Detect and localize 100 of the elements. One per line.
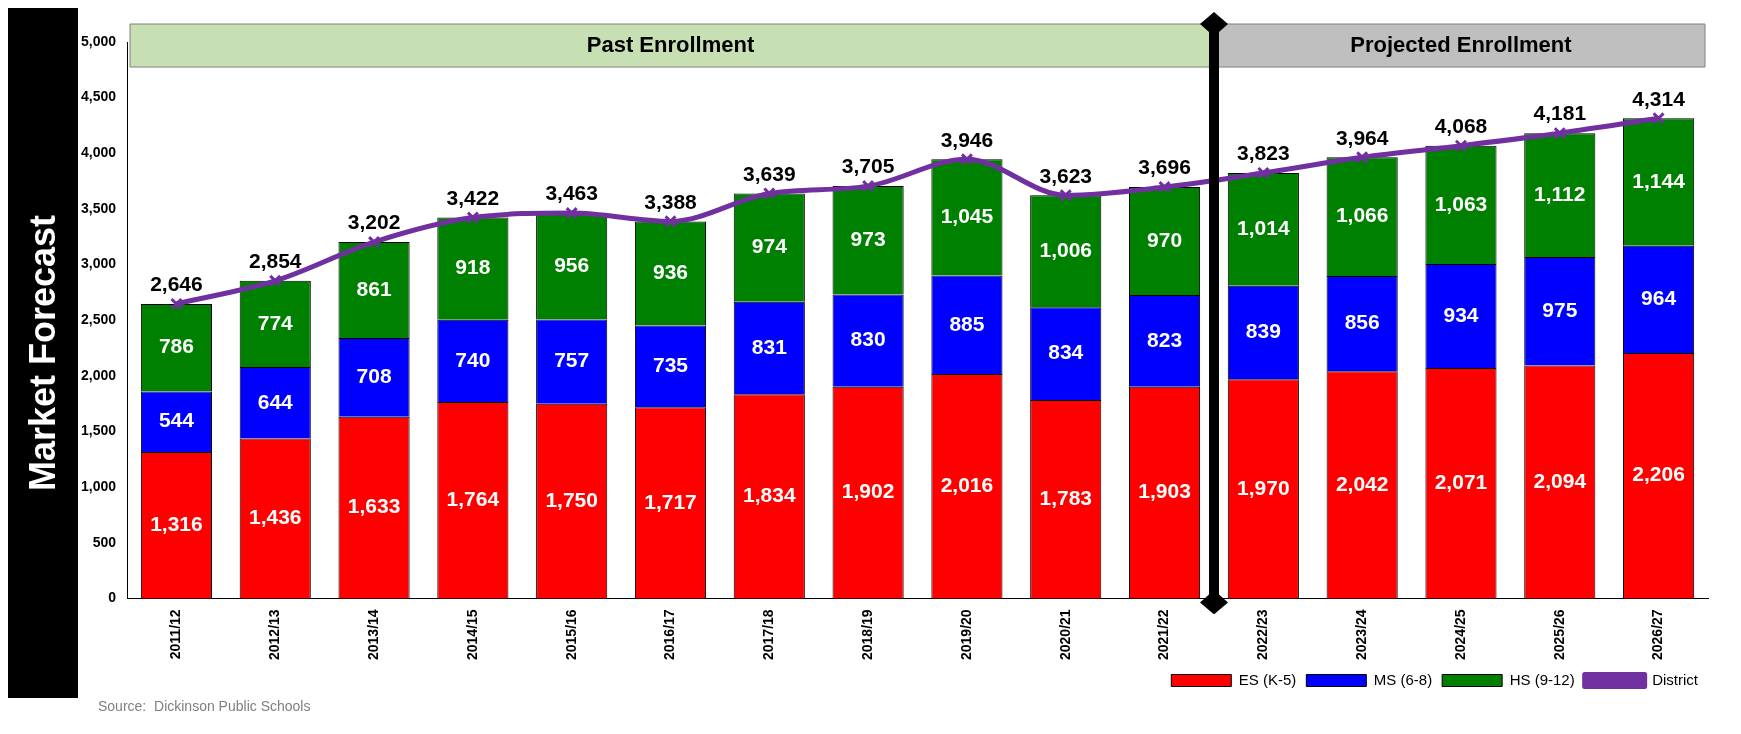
data-label: 1,633 — [347, 494, 401, 518]
data-label: 3,639 — [743, 161, 796, 185]
x-tick-label: 2023/24 — [1353, 609, 1370, 660]
point — [1256, 166, 1270, 180]
point — [1553, 126, 1567, 140]
point — [762, 187, 776, 200]
data-label: 1,834 — [743, 483, 796, 507]
point — [367, 235, 381, 249]
y-tick-label: 3,000 — [80, 255, 117, 272]
point — [1454, 139, 1468, 153]
x-tick-label: 2024/25 — [1451, 609, 1468, 660]
x-tick-label: 2013/14 — [364, 609, 381, 660]
legend-label: District — [1652, 670, 1699, 688]
data-label: 2,016 — [940, 473, 994, 497]
y-tick-label: 1,500 — [80, 422, 117, 439]
data-label: 3,463 — [545, 181, 598, 205]
data-label: 1,783 — [1039, 485, 1093, 509]
data-label: 831 — [751, 334, 788, 358]
y-tick-label: 3,500 — [80, 199, 117, 216]
data-label: 2,206 — [1632, 462, 1685, 486]
point — [1652, 111, 1666, 125]
y-tick-label: 0 — [108, 589, 117, 606]
data-label: 830 — [850, 327, 886, 351]
data-label: 885 — [949, 311, 985, 335]
legend-label: ES (K-5) — [1238, 670, 1297, 688]
data-label: 1,316 — [150, 511, 203, 535]
y-tick-label: 2,000 — [80, 366, 117, 383]
data-label: 3,422 — [446, 185, 500, 209]
data-label: 1,750 — [545, 487, 598, 511]
legend-label: HS (9-12) — [1509, 670, 1575, 688]
y-tick-label: 500 — [92, 533, 117, 550]
y-axis-title: Market Forecast — [22, 214, 64, 492]
x-tick-label: 2018/19 — [858, 609, 875, 660]
data-label: 4,068 — [1434, 114, 1488, 138]
data-label: 1,063 — [1434, 191, 1488, 215]
data-label: 544 — [158, 408, 195, 432]
x-tick-label: 2019/20 — [957, 609, 974, 660]
x-tick-label: 2011/12 — [167, 609, 184, 660]
data-label: 786 — [158, 334, 194, 358]
point — [169, 297, 183, 311]
data-label: 2,854 — [248, 249, 302, 273]
y-tick-label: 2,500 — [80, 311, 117, 328]
point — [565, 206, 579, 220]
data-label: 4,314 — [1632, 86, 1686, 110]
source-note: Source: Dickinson Public Schools — [98, 698, 312, 714]
data-label: 856 — [1344, 310, 1380, 334]
band-label: Projected Enrollment — [1350, 31, 1573, 57]
point — [268, 274, 282, 288]
x-tick-label: 2025/26 — [1550, 609, 1567, 660]
data-label: 970 — [1147, 227, 1183, 251]
data-label: 3,705 — [841, 154, 895, 178]
data-label: 3,696 — [1138, 155, 1191, 179]
data-label: 975 — [1542, 297, 1578, 321]
x-tick-label: 2021/22 — [1155, 609, 1172, 660]
data-label: 834 — [1048, 340, 1084, 364]
data-label: 823 — [1147, 327, 1183, 351]
data-label: 934 — [1443, 302, 1479, 326]
data-label: 644 — [257, 389, 294, 413]
data-label: 956 — [554, 253, 590, 277]
data-label: 918 — [455, 255, 491, 279]
y-tick-label: 1,000 — [80, 477, 117, 494]
data-label: 1,014 — [1237, 216, 1290, 240]
data-label: 2,071 — [1434, 469, 1488, 493]
y-tick-label: 4,500 — [80, 88, 117, 105]
data-label: 1,903 — [1138, 479, 1191, 503]
x-tick-label: 2017/18 — [760, 609, 777, 660]
data-label: 1,436 — [248, 505, 302, 529]
data-label: 973 — [850, 227, 886, 251]
data-label: 2,094 — [1533, 468, 1587, 492]
data-label: 1,764 — [446, 487, 500, 511]
y-tick-label: 4,000 — [80, 144, 117, 161]
data-label: 3,964 — [1335, 125, 1389, 149]
point — [466, 211, 480, 225]
data-label: 1,902 — [841, 479, 895, 503]
data-label: 3,202 — [347, 210, 401, 234]
data-label: 936 — [652, 260, 689, 284]
data-label: 839 — [1245, 319, 1281, 343]
data-label: 774 — [257, 310, 294, 334]
data-label: 4,181 — [1533, 101, 1587, 125]
data-label: 1,006 — [1039, 238, 1093, 261]
data-label: 964 — [1641, 286, 1677, 310]
data-label: 1,112 — [1534, 181, 1586, 205]
point — [664, 214, 677, 228]
data-label: 3,823 — [1237, 141, 1290, 165]
data-label: 1,717 — [644, 489, 697, 513]
data-label: 1,144 — [1632, 168, 1686, 192]
data-label: 740 — [455, 347, 491, 371]
data-label: 861 — [356, 276, 392, 300]
data-label: 1,970 — [1237, 475, 1290, 499]
point — [1158, 180, 1171, 194]
data-label: 1,066 — [1335, 203, 1389, 227]
data-label: 3,388 — [644, 189, 698, 213]
point — [1059, 188, 1073, 202]
x-tick-label: 2015/16 — [562, 609, 579, 660]
point — [861, 179, 875, 193]
x-tick-label: 2026/27 — [1649, 609, 1666, 660]
data-label: 735 — [652, 353, 689, 377]
band-label: Past Enrollment — [586, 31, 755, 57]
data-label: 757 — [554, 348, 590, 372]
x-tick-label: 2016/17 — [661, 609, 678, 660]
